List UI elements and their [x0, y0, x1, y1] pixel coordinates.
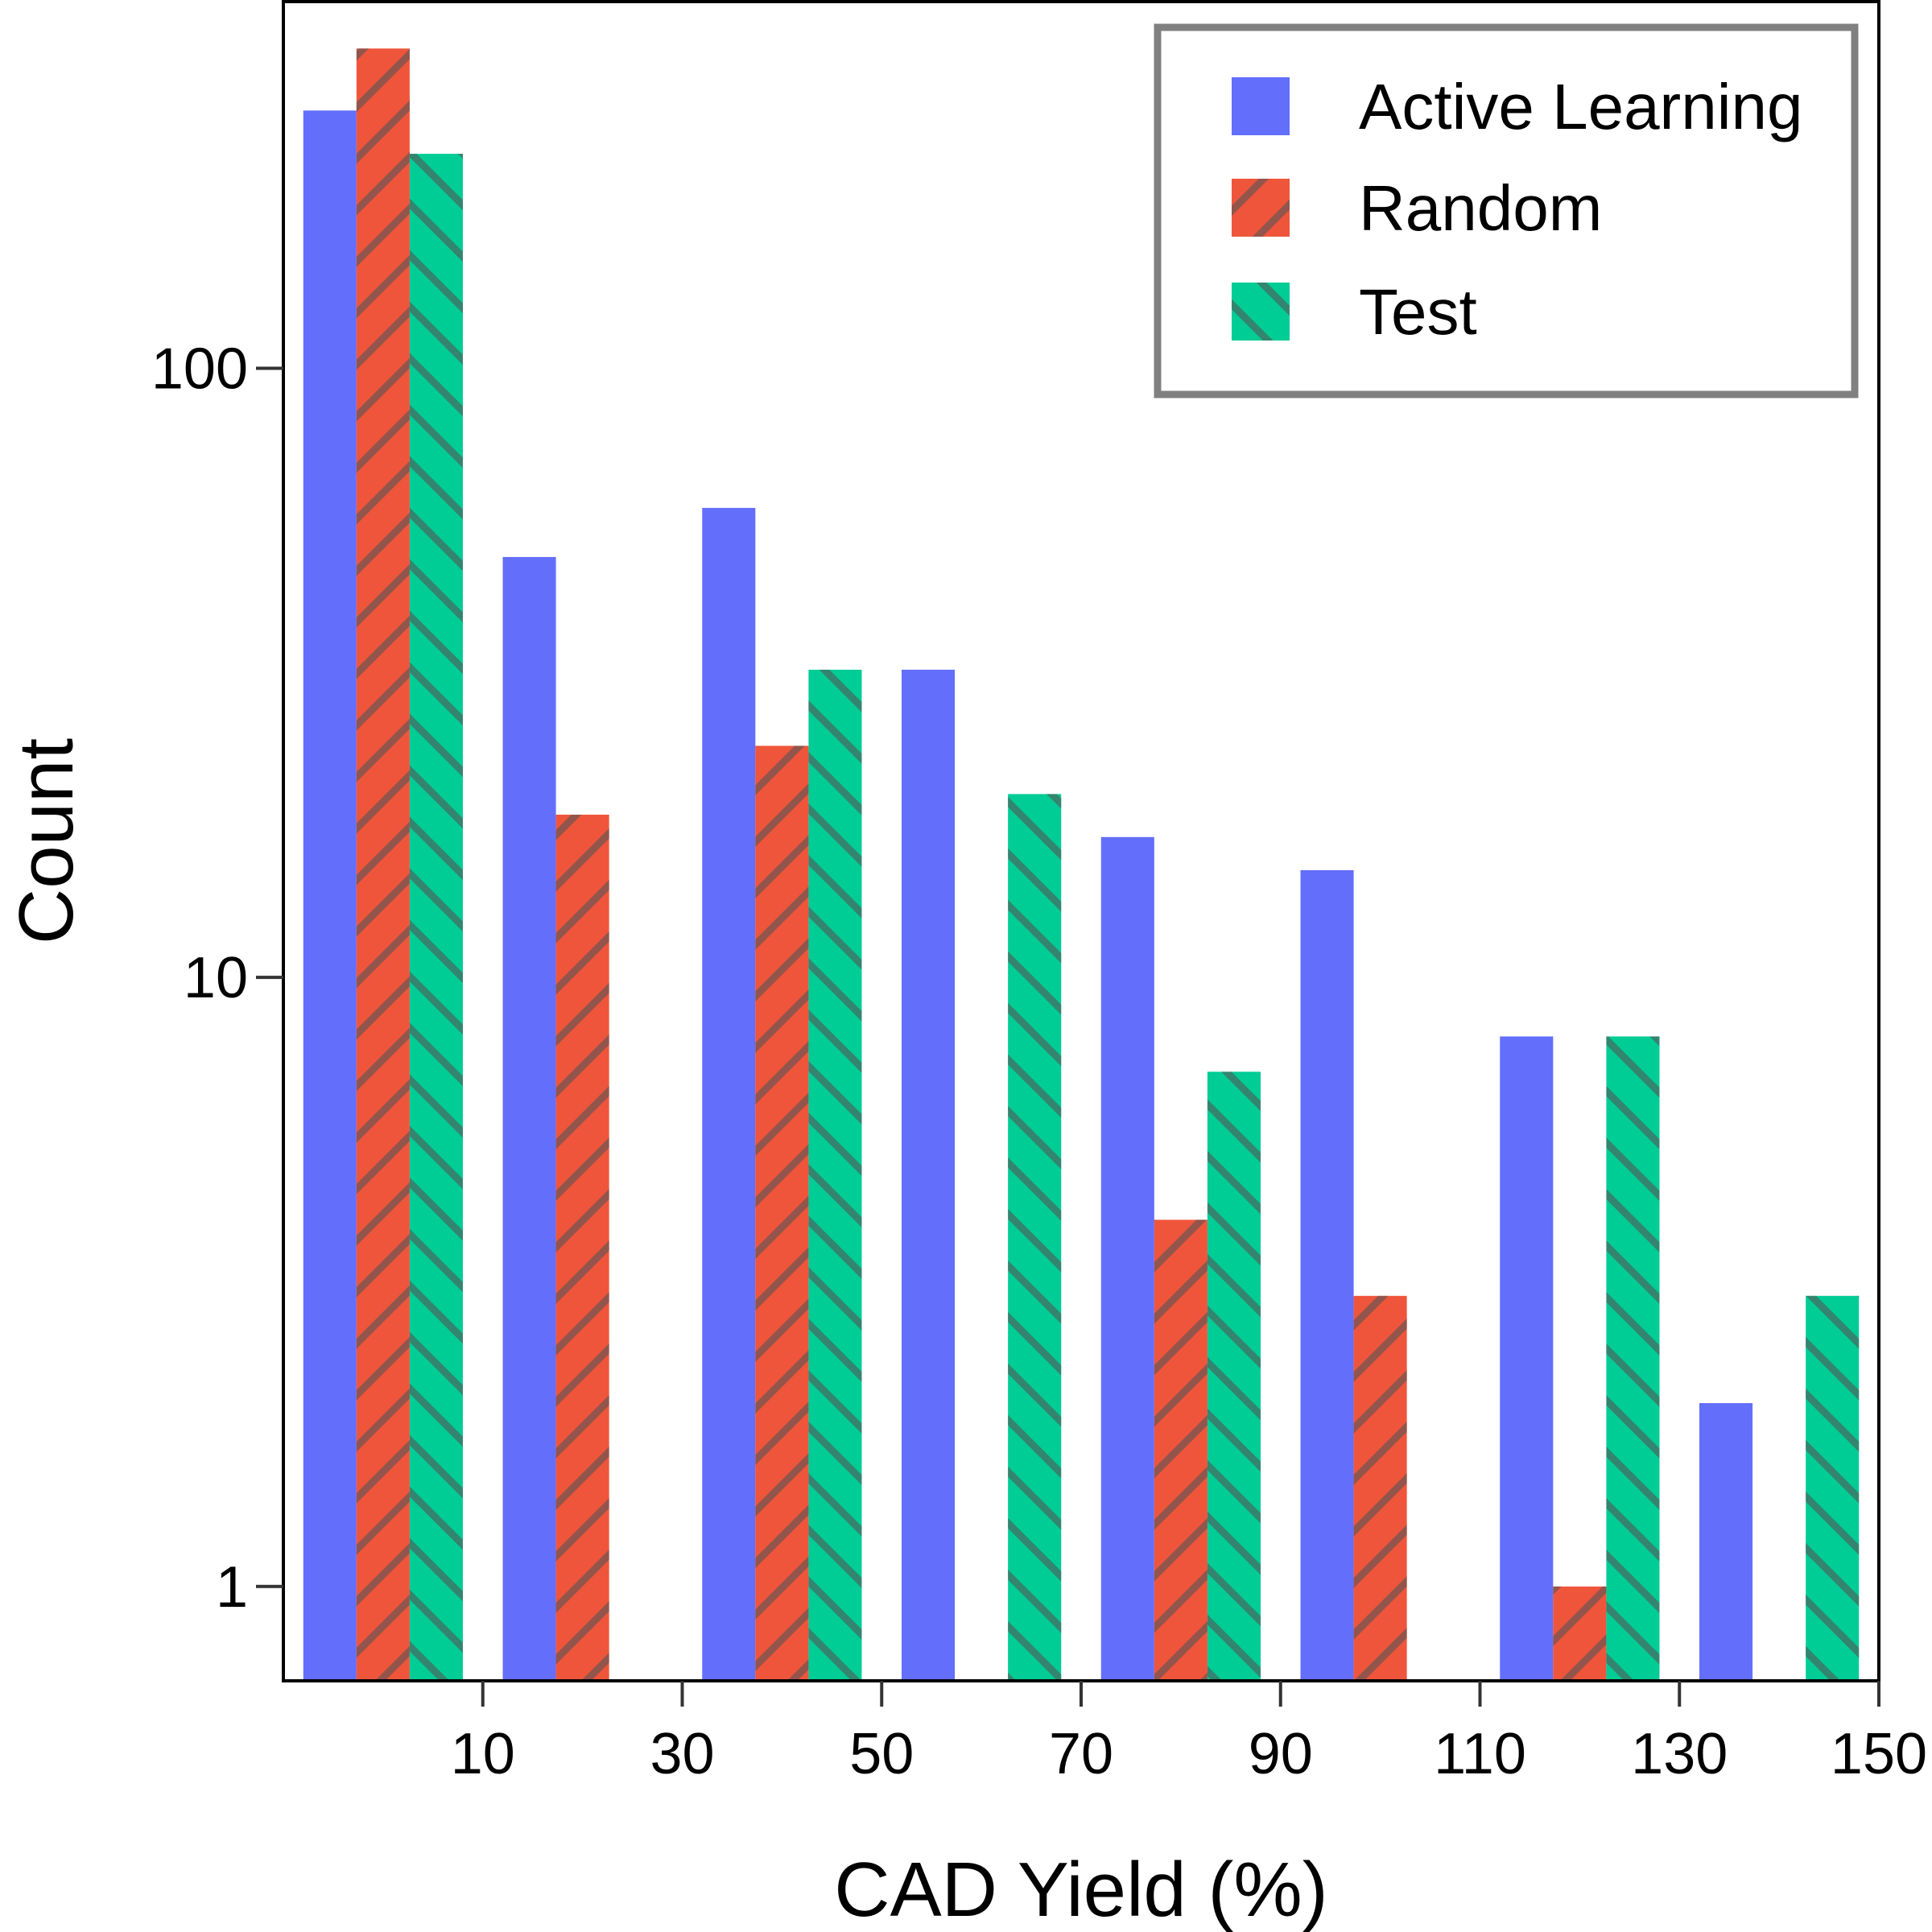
- bar-active-learning: [1500, 1036, 1554, 1681]
- x-tick-label: 70: [1049, 1722, 1113, 1786]
- x-tick-label: 10: [451, 1722, 515, 1786]
- bar-test: [409, 154, 463, 1681]
- bar-active-learning: [702, 507, 756, 1681]
- bars-layer: [303, 48, 1860, 1682]
- bar-random: [1553, 1586, 1607, 1681]
- bar-random: [1154, 1220, 1208, 1681]
- x-axis-title: CAD Yield (%): [834, 1847, 1328, 1932]
- bar-test: [1606, 1036, 1660, 1681]
- bar-test: [1207, 1071, 1261, 1681]
- legend-item-active-learning: Active Learning: [1232, 71, 1802, 142]
- y-tick-label: 100: [151, 337, 248, 402]
- bar-active-learning: [1300, 869, 1354, 1681]
- bar-test: [1008, 794, 1062, 1682]
- legend-label: Test: [1359, 276, 1477, 348]
- x-tick-label: 130: [1631, 1722, 1728, 1786]
- bar-active-learning: [902, 669, 956, 1681]
- x-tick-label: 90: [1249, 1722, 1313, 1786]
- bar-active-learning: [303, 110, 357, 1681]
- legend: Active Learning Random Test: [1154, 23, 1859, 398]
- bar-random: [356, 48, 410, 1682]
- x-tick-label: 50: [849, 1722, 914, 1786]
- x-tick-label: 30: [650, 1722, 714, 1786]
- bar-test: [808, 669, 862, 1681]
- x-tick-label: 150: [1831, 1722, 1927, 1786]
- y-tick-label: 10: [184, 946, 248, 1010]
- legend-label: Active Learning: [1359, 71, 1802, 142]
- x-axis: 10 30 50 70 90 110 130 150: [451, 1681, 1927, 1786]
- y-axis: 1 10 100: [151, 337, 283, 1620]
- legend-swatch: [1232, 77, 1290, 135]
- bar-active-learning: [1100, 836, 1154, 1681]
- legend-item-random: Random: [1232, 172, 1602, 244]
- y-axis-title: Count: [3, 738, 89, 944]
- x-tick-label: 110: [1434, 1722, 1526, 1786]
- bar-random: [1353, 1295, 1407, 1681]
- legend-item-test: Test: [1232, 276, 1477, 348]
- legend-items: Active Learning Random Test: [1232, 71, 1802, 348]
- bar-test: [1806, 1295, 1860, 1681]
- bar-random: [755, 745, 809, 1682]
- legend-label: Random: [1359, 172, 1602, 244]
- bar-active-learning: [502, 556, 556, 1681]
- y-tick-label: 1: [216, 1555, 248, 1620]
- bar-active-learning: [1699, 1403, 1753, 1681]
- bar-random: [555, 815, 609, 1682]
